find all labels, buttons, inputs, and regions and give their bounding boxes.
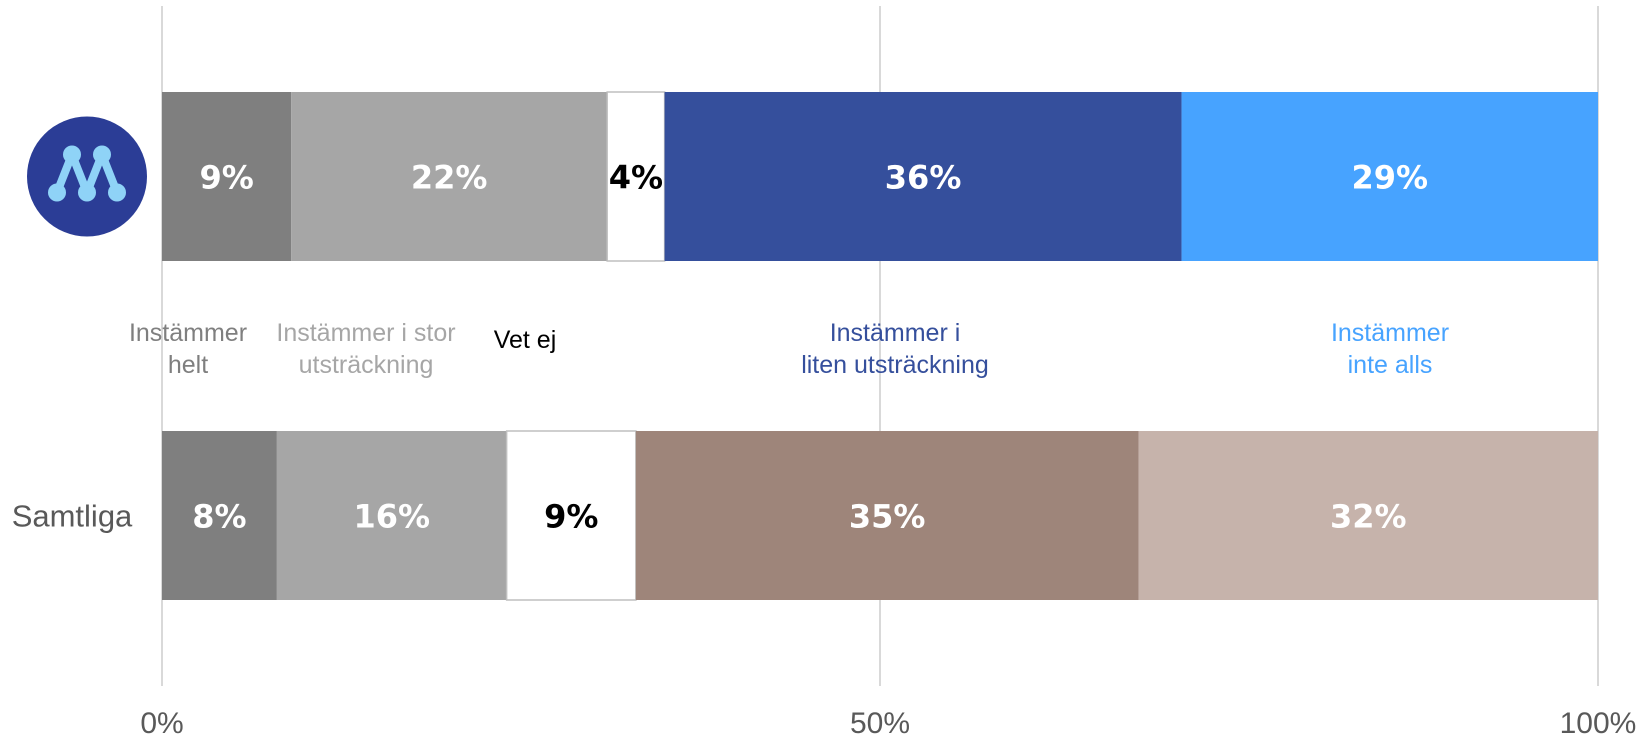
data-label: 8% [192,498,246,536]
bar-segment [162,92,292,261]
data-label: 4% [609,159,663,197]
legend-label: Instämmer [1331,319,1449,347]
bar-segment [664,92,1182,261]
legend-label: Instämmer [129,319,247,347]
category-label: Samtliga [12,499,133,534]
data-label: 22% [411,159,488,197]
x-axis-ticks: 0% 50% 100% [140,707,1636,738]
category-labels: Samtliga [12,116,147,534]
bar-segment [162,431,277,600]
data-label: 9% [199,159,253,197]
data-label: 29% [1351,159,1428,197]
bar-segment [1181,92,1598,261]
bar-segment [291,92,608,261]
legend-label: utsträckning [299,351,434,379]
legend-label: Instämmer i stor [276,319,455,347]
data-label: 16% [353,498,430,536]
legend-label: Instämmer i [830,319,961,347]
bars [162,91,1598,601]
legend-label: helt [168,351,208,379]
data-label: 32% [1330,498,1407,536]
legend-label: inte alls [1348,351,1433,379]
legend-label: Vet ej [494,326,557,354]
bar-segment [1138,431,1598,600]
value-labels: 9% 22% 4% 36% 29% 8% 16% 9% 35% 32% [192,159,1428,536]
data-label: 36% [885,159,962,197]
x-tick-label: 50% [850,707,910,738]
bar-segment [635,431,1139,600]
moderaterna-logo-icon [27,116,147,237]
legend: Instämmer helt Instämmer i stor utsträcknin… [129,319,1449,379]
data-label: 35% [849,498,926,536]
x-tick-label: 0% [140,707,183,738]
bar-segment [276,431,507,600]
data-label: 9% [544,498,598,536]
x-tick-label: 100% [1560,707,1637,738]
legend-label: liten utsträckning [801,351,989,379]
